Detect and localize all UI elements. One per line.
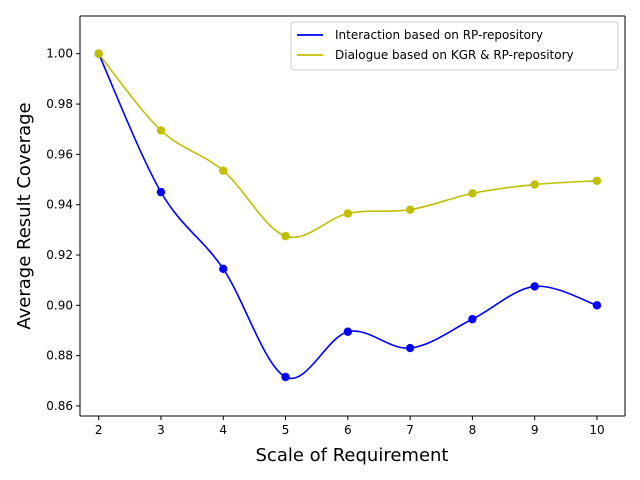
data-point-dialogue	[592, 176, 602, 185]
x-tick-label: 4	[219, 423, 227, 437]
data-point-interaction	[468, 314, 477, 324]
y-axis-label: Average Result Coverage	[14, 102, 35, 329]
data-point-dialogue	[219, 166, 228, 175]
data-point-dialogue	[281, 231, 290, 241]
data-point-interaction	[405, 343, 415, 353]
x-ticks: 2 3 4 5 6 7 8 9 10	[95, 416, 605, 437]
data-point-interaction	[156, 187, 166, 197]
x-tick-label: 7	[406, 423, 414, 437]
data-point-interaction	[219, 264, 228, 274]
axes-frame	[79, 15, 626, 417]
data-point-interaction	[343, 327, 353, 336]
data-point-dialogue	[405, 205, 415, 214]
y-tick-label: 0.90	[46, 298, 73, 312]
data-point-interaction	[530, 282, 539, 291]
data-point-dialogue	[156, 126, 166, 135]
x-tick-label: 8	[469, 423, 477, 437]
x-tick-label: 3	[157, 423, 165, 437]
y-tick-label: 0.96	[46, 147, 73, 161]
legend-label-interaction: Interaction based on RP-repository	[335, 28, 543, 42]
y-tick-label: 0.92	[46, 248, 73, 262]
legend-label-dialogue: Dialogue based on KGR & RP-repository	[335, 48, 574, 62]
x-tick-label: 2	[95, 423, 103, 437]
y-tick-label: 0.88	[46, 349, 73, 363]
series-layer	[94, 49, 602, 382]
y-tick-label: 0.94	[46, 198, 73, 212]
x-tick-label: 6	[344, 423, 352, 437]
series-line-dialogue	[98, 53, 598, 239]
x-tick-label: 9	[531, 423, 539, 437]
data-point-dialogue	[468, 189, 477, 198]
data-point-dialogue	[530, 180, 539, 189]
legend: Interaction based on RP-repository Dialo…	[290, 21, 619, 71]
y-ticks: 0.86 0.88 0.90 0.92 0.94 0.96 0.98 1.00	[46, 47, 80, 413]
legend-box	[290, 21, 619, 71]
x-tick-label: 5	[282, 423, 290, 437]
y-tick-label: 1.00	[46, 47, 73, 61]
data-point-dialogue	[343, 209, 353, 218]
x-axis-label: Scale of Requirement	[256, 445, 449, 466]
data-point-interaction	[592, 301, 602, 310]
plot-area	[80, 16, 625, 416]
data-point-dialogue	[94, 49, 103, 58]
y-tick-label: 0.98	[46, 97, 73, 111]
y-tick-label: 0.86	[46, 399, 73, 413]
x-tick-label: 10	[589, 423, 604, 437]
data-point-interaction	[281, 372, 290, 382]
